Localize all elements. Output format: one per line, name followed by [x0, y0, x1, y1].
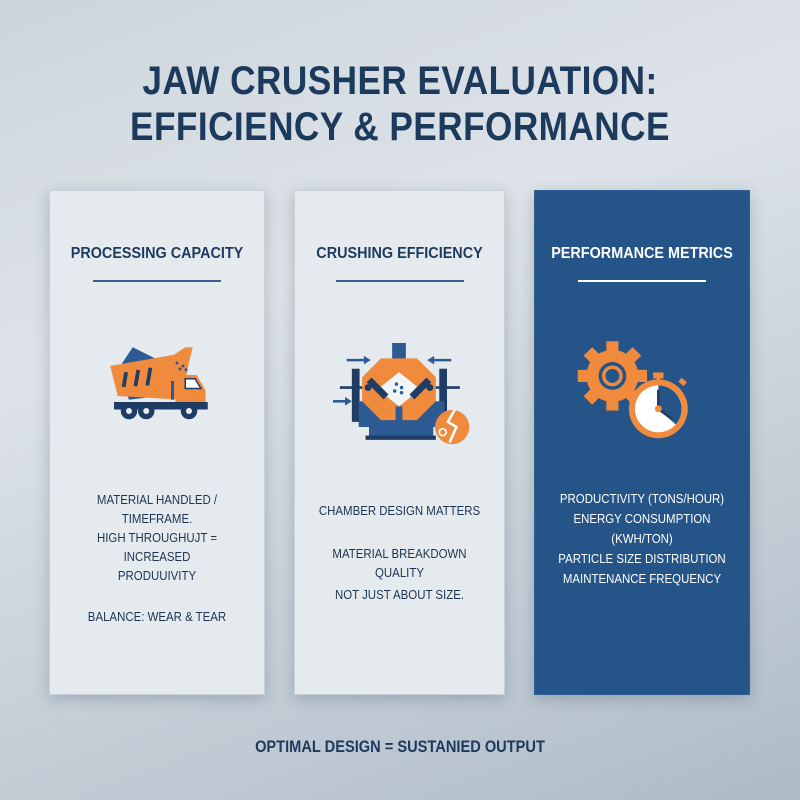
- metric-item: PARTICLE SIZE DISTRIBUTION: [558, 551, 726, 566]
- card-crushing-efficiency: CRUSHING EFFICIENCY: [294, 190, 505, 695]
- footer-tagline: OPTIMAL DESIGN = SUSTANIED OUTPUT: [255, 737, 545, 756]
- card-body: MATERIAL HANDLED / TIMEFRAME. HIGH THROU…: [63, 490, 251, 626]
- gear-stopwatch-icon: [576, 339, 706, 444]
- body-line: MATERIAL HANDLED / TIMEFRAME.: [96, 492, 218, 526]
- card-title: PERFORMANCE METRICS: [551, 245, 733, 262]
- card-body: PRODUCTIVITY (TONS/HOUR) ENERGY CONSUMPT…: [548, 489, 736, 589]
- title-line-1: JAW CRUSHER EVALUATION:: [142, 59, 658, 103]
- body-line: PRODUUIVITY: [117, 568, 197, 583]
- metric-item: PRODUCTIVITY (TONS/HOUR): [559, 491, 725, 506]
- metric-item: MAINTENANCE FREQUENCY: [562, 571, 722, 586]
- body-line: HIGH THROUGHUJT = INCREASED: [96, 530, 218, 564]
- card-performance-metrics: PERFORMANCE METRICS: [534, 190, 750, 695]
- page-title: JAW CRUSHER EVALUATION: EFFICIENCY & PER…: [48, 58, 752, 150]
- body-note: BALANCE: WEAR & TEAR: [87, 609, 227, 624]
- divider: [93, 280, 221, 282]
- divider: [335, 280, 464, 282]
- metric-item: ENERGY CONSUMPTION: [573, 511, 711, 526]
- body-line: CHAMBER DESIGN MATTERS: [318, 503, 481, 518]
- card-title: PROCESSING CAPACITY: [70, 245, 244, 262]
- body-note: NOT JUST ABOUT SIZE.: [334, 587, 465, 602]
- metric-item: (KWH/TON): [611, 531, 673, 546]
- body-note: MATERIAL BREAKDOWN QUALITY: [332, 546, 467, 580]
- title-line-2: EFFICIENCY & PERFORMANCE: [130, 105, 670, 149]
- card-processing-capacity: PROCESSING CAPACITY MATERIAL HANDLED / T…: [49, 190, 265, 695]
- dump-truck-icon: [99, 326, 219, 436]
- card-body: CHAMBER DESIGN MATTERS MATERIAL BREAKDOW…: [308, 501, 492, 604]
- jaw-crusher-icon: [320, 331, 490, 451]
- divider: [578, 280, 706, 282]
- card-title: CRUSHING EFFICIENCY: [316, 245, 483, 262]
